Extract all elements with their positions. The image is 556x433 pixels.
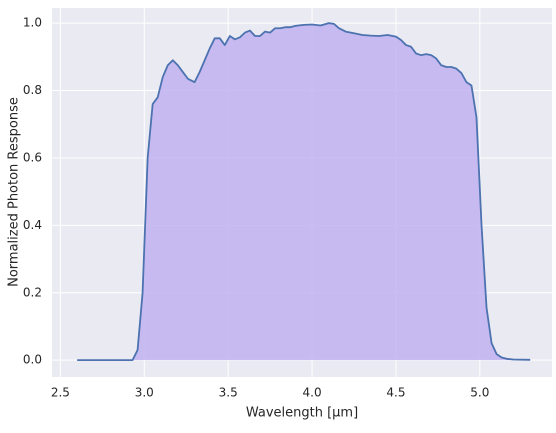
- y-tick-label: 0.0: [23, 353, 42, 367]
- x-tick-label: 4.5: [386, 386, 405, 400]
- y-tick-label: 0.6: [23, 150, 42, 164]
- y-axis-label: Normalized Photon Response: [7, 97, 22, 287]
- x-tick-label: 2.5: [51, 386, 70, 400]
- y-tick-label: 0.2: [23, 285, 42, 299]
- y-tick-label: 1.0: [23, 16, 42, 30]
- x-tick-label: 5.0: [470, 386, 489, 400]
- x-tick-label: 4.0: [303, 386, 322, 400]
- y-tick-label: 0.8: [23, 83, 42, 97]
- x-tick-label: 3.5: [219, 386, 238, 400]
- x-tick-label: 3.0: [135, 386, 154, 400]
- x-axis-label: Wavelength [μm]: [246, 406, 358, 421]
- line: [77, 22, 531, 362]
- area: [77, 23, 531, 361]
- y-tick-label: 0.4: [23, 218, 42, 232]
